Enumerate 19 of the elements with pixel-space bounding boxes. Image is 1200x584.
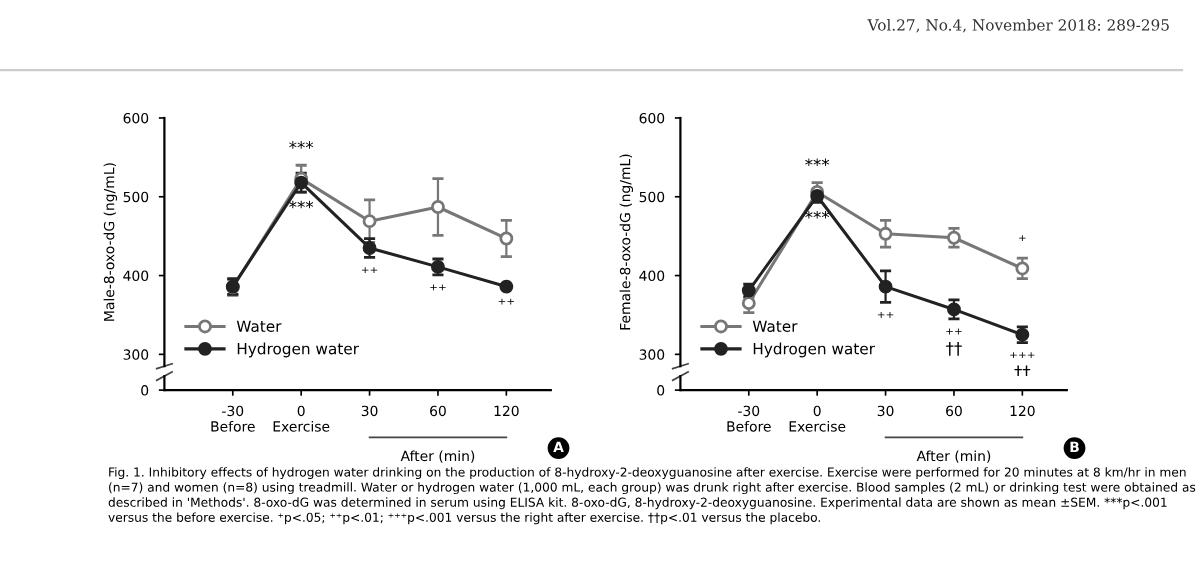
annotation: ⁺⁺ [498, 298, 515, 305]
annotation: ⁺⁺ [877, 312, 894, 318]
annotation: ⁺ [1019, 235, 1026, 241]
point [947, 302, 961, 317]
annotation: *** [805, 210, 830, 219]
point [1015, 261, 1030, 276]
annotation: ⁺⁺ [361, 267, 378, 273]
point [362, 214, 377, 229]
point [499, 231, 514, 246]
point [741, 296, 756, 311]
annotation: ⁺⁺ †† [946, 328, 962, 356]
point [947, 230, 961, 245]
point [431, 200, 445, 214]
point [878, 226, 893, 241]
point [878, 279, 893, 294]
annotation: *** [289, 141, 314, 149]
annotation: *** [289, 200, 314, 209]
annotation: *** [805, 158, 830, 167]
annotation: ⁺⁺ [430, 284, 446, 291]
